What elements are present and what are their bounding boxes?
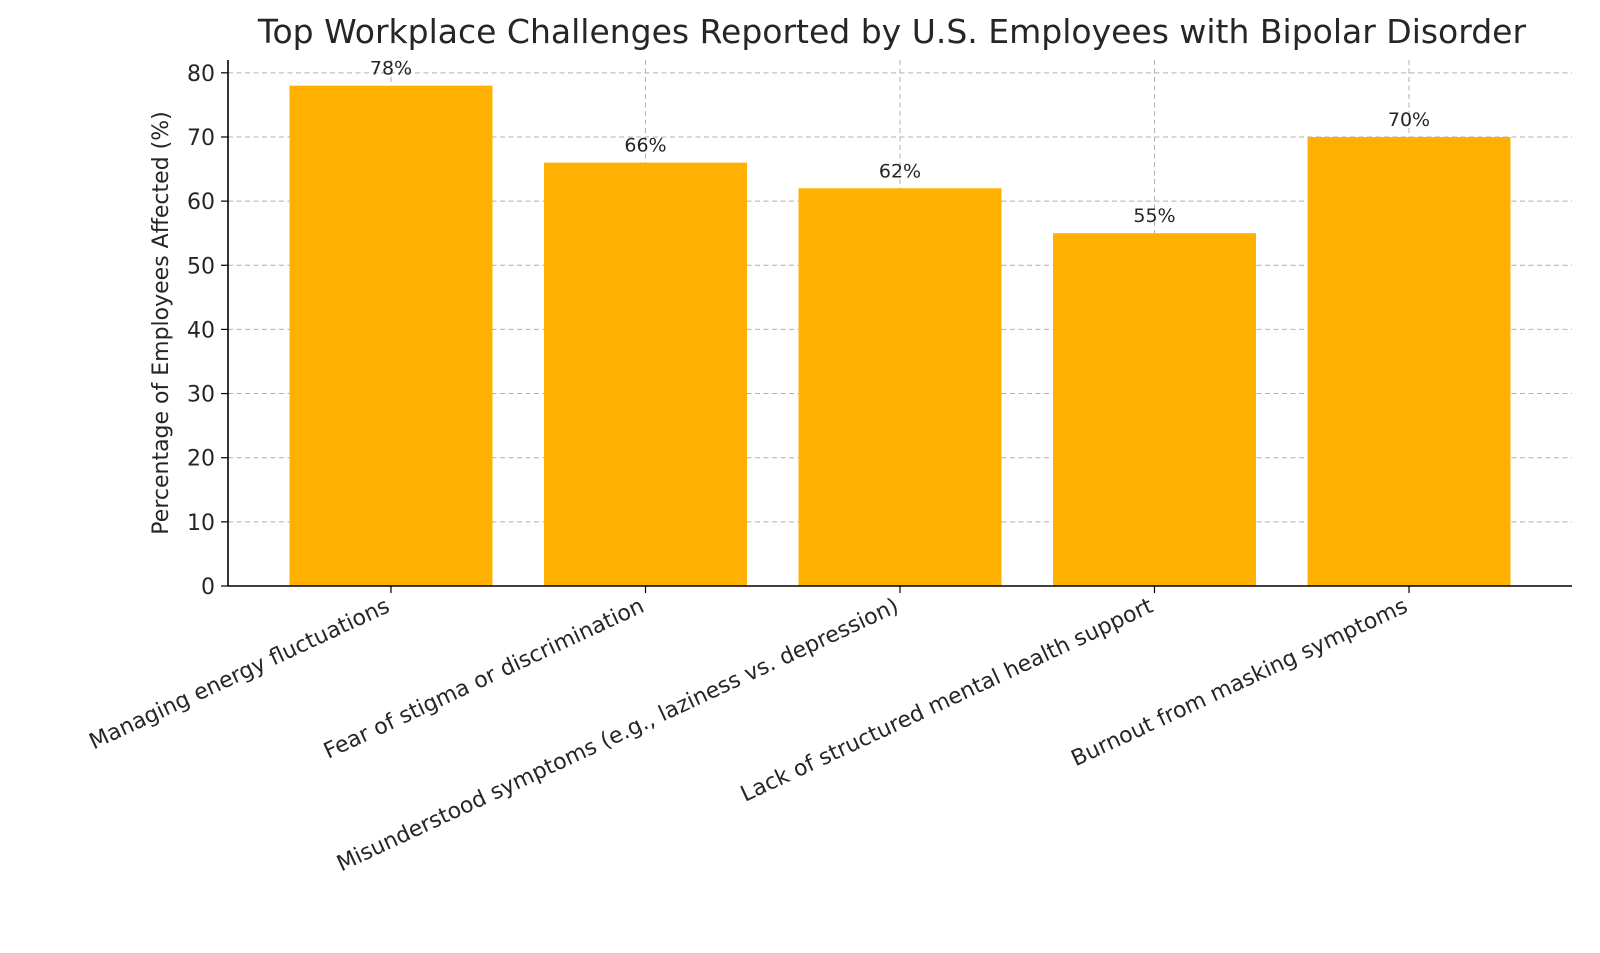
data-label-5: 70% (1388, 109, 1430, 131)
y-tick-label: 30 (187, 383, 215, 408)
data-label-4: 55% (1133, 205, 1175, 227)
y-tick-label: 40 (187, 318, 215, 343)
y-tick-label: 80 (187, 62, 215, 87)
bars (289, 85, 1511, 587)
bar-3 (798, 188, 1002, 587)
y-tick-label: 20 (187, 447, 215, 472)
bar-1 (289, 85, 493, 586)
y-tick-label: 10 (187, 511, 215, 536)
bar-5 (1307, 136, 1511, 586)
bar-4 (1053, 233, 1256, 586)
y-tick-label: 60 (187, 190, 215, 215)
x-tick-label: Lack of structured mental health support (737, 594, 1157, 808)
y-tick-label: 0 (201, 575, 215, 600)
y-ticks: 0 10 20 30 40 50 60 70 80 (187, 62, 228, 600)
data-labels: 78% 66% 62% 55% 70% (370, 58, 1430, 228)
chart-title: Top Workplace Challenges Reported by U.S… (257, 12, 1527, 51)
y-tick-label: 50 (187, 254, 215, 279)
bar-2 (544, 162, 747, 586)
data-label-2: 66% (624, 135, 666, 157)
data-label-3: 62% (879, 160, 921, 182)
data-label-1: 78% (370, 58, 412, 80)
x-tick-label: Misunderstood symptoms (e.g., laziness v… (333, 594, 902, 877)
y-tick-label: 70 (187, 126, 215, 151)
y-axis-label: Percentage of Employees Affected (%) (149, 111, 174, 534)
